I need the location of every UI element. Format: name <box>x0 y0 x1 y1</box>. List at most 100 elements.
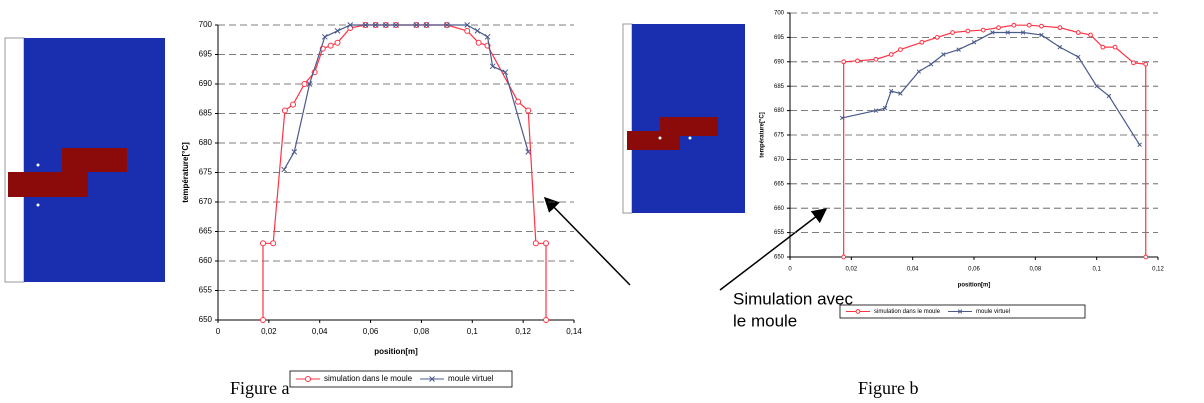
point <box>532 240 539 247</box>
point <box>1131 60 1136 66</box>
x-tick-label: 0,04 <box>907 267 919 273</box>
caption: Figure b <box>858 378 919 398</box>
annotation: Simulation avec <box>733 289 854 308</box>
point <box>888 88 894 94</box>
point <box>1026 22 1032 28</box>
x-tick-label: 0,12 <box>515 327 531 336</box>
point <box>327 42 334 49</box>
point <box>882 105 888 111</box>
x-tick-label: 0 <box>216 327 221 336</box>
y-tick-label: 665 <box>774 181 785 187</box>
y-tick-label: 670 <box>199 197 213 206</box>
y-tick-label: 665 <box>199 227 213 236</box>
x-tick-label: 0,14 <box>566 327 582 336</box>
point <box>1137 142 1142 147</box>
point <box>965 28 971 34</box>
point <box>1039 32 1044 38</box>
point <box>1057 44 1063 50</box>
y-tick-label: 700 <box>774 11 785 17</box>
y-tick-label: 660 <box>199 256 213 265</box>
mold-image-a <box>4 37 165 283</box>
charts: 650 655 660 665 670 675 680 685 690 695 700 0 0,02 0,… <box>181 11 1164 399</box>
point <box>502 69 509 76</box>
legend-marker <box>957 309 963 314</box>
y-tick-label: 700 <box>199 20 213 29</box>
point <box>382 22 389 28</box>
point <box>260 317 267 323</box>
point <box>919 39 925 45</box>
point <box>873 56 879 62</box>
point <box>990 30 995 35</box>
point <box>928 62 934 67</box>
legend-marker <box>305 376 311 382</box>
point <box>839 115 845 121</box>
point <box>888 52 894 57</box>
x-axis-title: position[m] <box>958 283 991 289</box>
y-tick-label: 655 <box>199 286 213 295</box>
point <box>1011 22 1017 28</box>
point <box>475 39 482 46</box>
y-tick-label: 695 <box>199 50 213 59</box>
point <box>423 22 430 28</box>
x-tick-label: 0,06 <box>363 327 379 336</box>
point <box>841 59 847 65</box>
y-tick-label: 675 <box>199 168 213 177</box>
arrow <box>719 208 828 291</box>
x-tick-label: 0,02 <box>261 327 277 336</box>
point <box>270 240 277 247</box>
x-tick-label: 0 <box>788 267 792 273</box>
y-tick-label: 685 <box>774 84 785 90</box>
y-tick-label: 660 <box>774 206 785 212</box>
point <box>873 108 879 113</box>
point <box>1106 93 1112 99</box>
legend-label: simulation dans le moule <box>324 374 413 383</box>
point <box>484 33 491 40</box>
point <box>301 81 308 87</box>
point <box>1076 54 1081 60</box>
point <box>916 69 922 74</box>
point <box>956 47 961 52</box>
point <box>306 81 313 87</box>
point <box>321 33 328 40</box>
point <box>1005 30 1010 35</box>
point <box>334 39 341 46</box>
y-tick-label: 670 <box>774 157 785 163</box>
y-tick-label: 680 <box>199 138 213 147</box>
x-tick-label: 0,1 <box>467 327 479 336</box>
point <box>525 107 532 114</box>
point <box>347 22 354 28</box>
point <box>515 98 522 105</box>
x-tick-label: 0,12 <box>1152 267 1164 273</box>
y-tick-label: 655 <box>774 230 785 236</box>
point <box>464 22 471 28</box>
point <box>950 30 955 35</box>
point <box>898 47 903 52</box>
point <box>372 22 379 28</box>
point <box>1039 23 1044 29</box>
point <box>1088 32 1093 38</box>
point <box>1057 25 1063 31</box>
y-tick-label: 680 <box>774 108 785 114</box>
point <box>855 58 860 64</box>
point <box>971 40 977 45</box>
line <box>262 24 547 320</box>
point <box>413 22 420 28</box>
legend <box>289 370 513 388</box>
point <box>1075 30 1081 35</box>
point <box>1094 83 1099 89</box>
point <box>841 254 847 260</box>
point <box>260 240 267 247</box>
annotation: le moule <box>733 311 797 330</box>
y-tick-label: 675 <box>774 133 785 139</box>
y-axis-title: température[°C] <box>181 142 190 203</box>
y-tick-label: 650 <box>199 315 213 324</box>
point <box>543 317 550 323</box>
point <box>281 107 288 114</box>
point <box>290 101 297 108</box>
point <box>898 91 903 96</box>
point <box>996 25 1001 31</box>
point <box>980 27 986 33</box>
y-tick-label: 650 <box>774 255 785 261</box>
legend-label: simulation dans le moule <box>874 309 941 315</box>
